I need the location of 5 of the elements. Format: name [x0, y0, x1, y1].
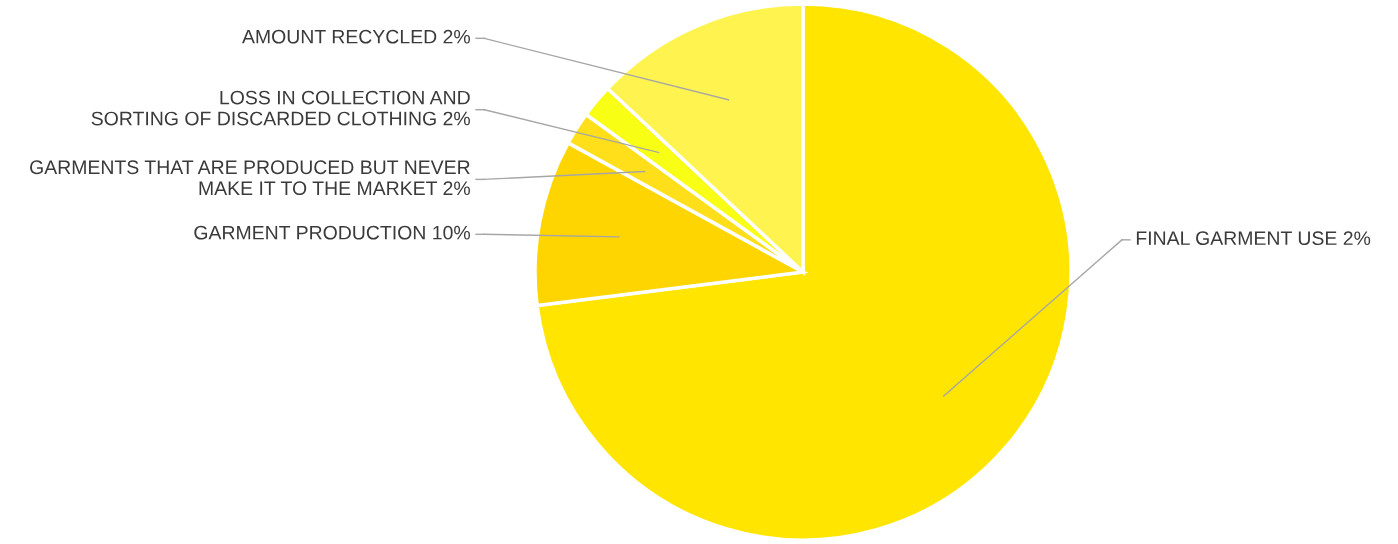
slice-label: LOSS IN COLLECTION AND SORTING OF DISCARDED CLOTHING 2% [91, 90, 470, 126]
slice-label: GARMENTS THAT ARE PRODUCED BUT NEVER MAKE IT TO THE MARKET 2% [30, 160, 470, 196]
slice-label: GARMENT PRODUCTION 10% [194, 225, 470, 240]
slice-label: AMOUNT RECYCLED 2% [242, 29, 470, 44]
slice-label: FINAL GARMENT USE 2% [1136, 231, 1371, 246]
